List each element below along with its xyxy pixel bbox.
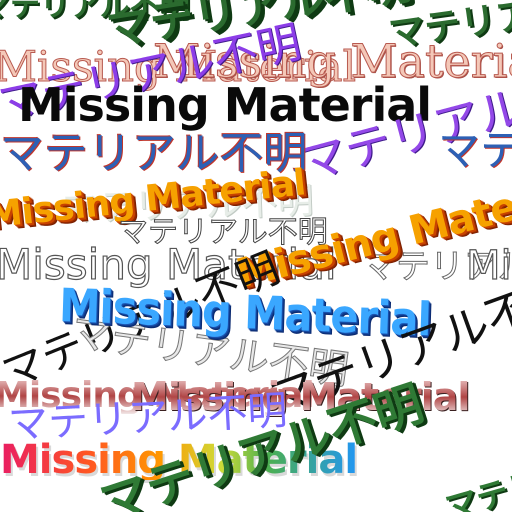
en-label-outline-right: Missing Material	[465, 243, 512, 289]
en-label-serif-pink: Missing Material	[153, 34, 512, 88]
en-label-metal-left: Missing Material	[0, 378, 315, 414]
en-label-metal: Missing Material	[131, 375, 470, 419]
jp-label-green-top-left: マテリアル不明	[0, 0, 190, 24]
jp-label-outline: マテリアル不明	[118, 215, 329, 250]
en-label-rainbow: Missing Material	[0, 437, 358, 483]
en-label-outline: Missing Material	[0, 240, 337, 289]
en-label-black-bold: Missing Material	[18, 78, 432, 132]
jp-label-blue-red: マテリアル不明	[0, 128, 308, 179]
jp-label-green-bottom-right: マテリアル不明	[441, 428, 512, 512]
jp-label-blue-right: マテリアル不明	[438, 126, 512, 175]
en-label-serif-pink-left: Missing Material	[0, 42, 357, 91]
jp-label-outline-right: マテリアル不明	[362, 247, 512, 287]
